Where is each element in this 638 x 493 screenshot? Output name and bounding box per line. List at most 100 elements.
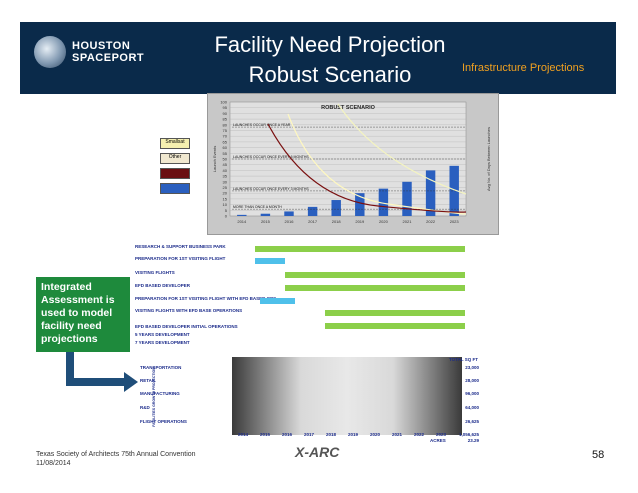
x-tick-label: 2016	[285, 219, 295, 224]
curve-line	[267, 123, 467, 213]
footer-date: 11/08/2014	[36, 460, 71, 467]
year-label: 2014	[238, 432, 249, 437]
total-value: 1,056,625	[458, 432, 479, 437]
y-tick-label: 95	[223, 105, 228, 110]
y-tick-label: 70	[223, 134, 228, 139]
y-tick-label: 65	[223, 139, 228, 144]
timeline-bar	[325, 323, 465, 329]
footer-line1: Texas Society of Architects 75th Annual …	[36, 451, 196, 458]
forecast-row-value: 26,625	[465, 419, 479, 424]
y-tick-label: 30	[223, 179, 228, 184]
y-tick-label: 90	[223, 111, 228, 116]
forecast-row-label: MANUFACTURING	[140, 391, 180, 396]
slide-title: Facility Need Projection Robust Scenario	[150, 30, 510, 90]
year-label: 2018	[326, 432, 337, 437]
year-label: 2019	[348, 432, 359, 437]
page-number: 58	[592, 449, 605, 461]
timeline-bar	[285, 272, 465, 278]
year-label: 2020	[370, 432, 381, 437]
acres-label: ACRES	[430, 438, 446, 443]
timeline-row-label: 5 YEARS DEVELOPMENT	[135, 332, 190, 337]
forecast-row-value: 28,000	[465, 378, 479, 383]
facilities-projection: TOTAL SQ FT TRANSPORTATION 23,000 RETAIL 28,…	[140, 355, 480, 443]
forecast-row-label: R&D	[140, 405, 150, 410]
bar	[331, 200, 341, 216]
x-tick-label: 2020	[379, 219, 389, 224]
y-tick-label: 50	[223, 157, 228, 162]
year-label: 2021	[392, 432, 403, 437]
timeline-bar	[255, 246, 465, 252]
legend-item-3	[160, 168, 190, 179]
houston-spaceport-logo: HOUSTON SPACEPORT	[34, 34, 184, 80]
bar	[307, 206, 318, 216]
development-timeline: RESEARCH & SUPPORT BUSINESS PARK PREPARAT…	[135, 236, 470, 356]
y2-axis-label: Avg No. of Days Between Launches	[486, 127, 491, 191]
threshold-label: LAUNCHES OCCUR ONCE EVERY 3 MONTHS	[233, 187, 309, 191]
timeline-bar	[285, 285, 465, 291]
forecast-side-label: FACILITIES GROWTH PROJECTION	[151, 367, 156, 427]
bar	[284, 211, 294, 216]
title-line2: Robust Scenario	[248, 62, 412, 87]
timeline-row-label: RESEARCH & SUPPORT BUSINESS PARK	[135, 244, 226, 249]
y-tick-label: 0	[225, 214, 228, 219]
x-tick-label: 2015	[261, 219, 271, 224]
forecast-row-value: 64,000	[465, 405, 479, 410]
x-tick-label: 2018	[332, 219, 342, 224]
timeline-row-label: VISITING FLIGHTS	[135, 270, 175, 275]
y-tick-label: 40	[223, 168, 228, 173]
chart-legend: Smallsat Other	[160, 138, 190, 198]
y-tick-label: 55	[223, 151, 228, 156]
threshold-label: MORE THAN ONCE A MONTH	[233, 205, 282, 209]
y-tick-label: 15	[223, 196, 228, 201]
bar	[260, 213, 271, 216]
x-tick-label: 2019	[355, 219, 365, 224]
y-tick-label: 35	[223, 174, 228, 179]
x-tick-label: 2021	[403, 219, 413, 224]
legend-item-4	[160, 183, 190, 194]
x-tick-label: 2017	[308, 219, 318, 224]
bar	[378, 188, 389, 216]
logo-text: HOUSTON SPACEPORT	[72, 40, 145, 64]
globe-icon	[34, 36, 66, 68]
arrow-stem	[66, 352, 74, 384]
callout-box: Integrated Assessment is used to model f…	[36, 277, 130, 352]
timeline-row-label: PREPARATION FOR 1ST VISITING FLIGHT	[135, 256, 226, 261]
year-label: 2015	[260, 432, 271, 437]
y-tick-label: 100	[220, 100, 227, 105]
x-tick-label: 2022	[426, 219, 436, 224]
y-tick-label: 60	[223, 145, 228, 150]
threshold-label: LAUNCHES OCCUR ONCE EVERY 6 MONTHS	[233, 155, 309, 159]
forecast-row-label: RETAIL	[140, 378, 156, 383]
chart-svg: 0510152025303540455055606570758085909510…	[212, 100, 491, 225]
y-tick-label: 5	[225, 208, 228, 213]
timeline-bar	[255, 258, 285, 264]
year-label: 2016	[282, 432, 293, 437]
x-tick-label: 2014	[237, 219, 247, 224]
projection-panel	[232, 357, 462, 435]
y-tick-label: 20	[223, 191, 228, 196]
arrow-shaft	[66, 378, 126, 386]
timeline-row-label: PREPARATION FOR 1ST VISITING FLIGHT WITH…	[135, 296, 277, 301]
x-arc-logo: X-ARC	[295, 444, 340, 460]
y-tick-label: 85	[223, 117, 228, 122]
y-tick-label: 75	[223, 128, 228, 133]
year-label: 2022	[414, 432, 425, 437]
timeline-row-label: VISITING FLIGHTS WITH EFD BASE OPERATION…	[135, 308, 243, 313]
x-tick-label: 2023	[450, 219, 460, 224]
title-line1: Facility Need Projection	[214, 32, 446, 57]
section-tag: Infrastructure Projections	[462, 62, 585, 74]
y-tick-label: 45	[223, 162, 228, 167]
total-sqft-header: TOTAL SQ FT	[449, 357, 478, 362]
footer: Texas Society of Architects 75th Annual …	[36, 450, 196, 468]
y-tick-label: 25	[223, 185, 228, 190]
forecast-row-value: 23,000	[465, 365, 479, 370]
y-axis-label: Launch Events	[212, 146, 217, 172]
bar	[402, 181, 412, 216]
acres-value: 23.29	[467, 438, 479, 443]
bar	[355, 193, 365, 216]
curve-line	[337, 103, 467, 195]
legend-smallsat: Smallsat	[160, 138, 190, 149]
year-label: 2017	[304, 432, 315, 437]
y-tick-label: 10	[223, 202, 228, 207]
arrow-head-icon	[124, 372, 138, 392]
